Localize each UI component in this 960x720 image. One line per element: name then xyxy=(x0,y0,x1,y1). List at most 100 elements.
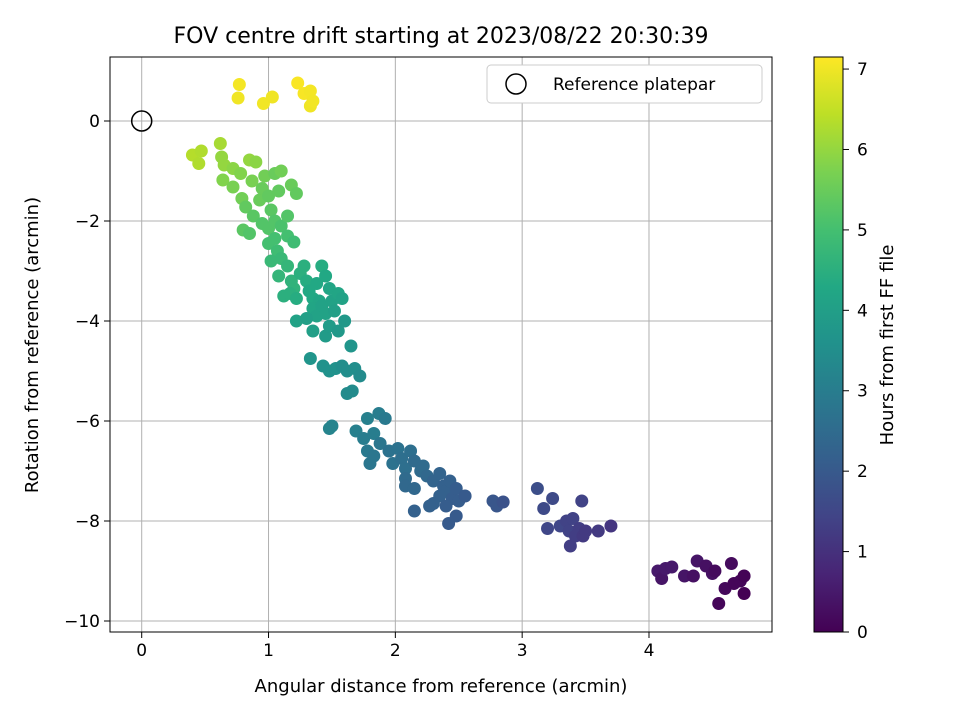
data-point xyxy=(541,522,555,535)
legend-label-reference: Reference platepar xyxy=(553,75,715,95)
data-point xyxy=(274,219,288,233)
data-point xyxy=(737,569,751,583)
y-tick-label: −4 xyxy=(75,312,100,332)
data-point xyxy=(246,209,260,223)
data-point xyxy=(360,412,374,425)
data-point xyxy=(319,269,333,283)
data-point xyxy=(665,560,679,574)
data-point xyxy=(268,232,282,245)
data-point xyxy=(245,174,259,188)
data-point xyxy=(274,164,288,178)
colorbar-tick-label: 2 xyxy=(857,462,868,482)
data-point xyxy=(289,292,303,305)
data-point xyxy=(530,482,544,495)
data-point xyxy=(287,235,301,249)
data-point xyxy=(404,444,418,458)
data-point xyxy=(258,169,272,183)
data-point xyxy=(367,449,381,463)
legend-box xyxy=(486,64,763,104)
plot-frame xyxy=(109,56,773,633)
data-point xyxy=(216,173,230,187)
data-point xyxy=(496,495,510,509)
colorbar-tick-label: 1 xyxy=(857,543,868,563)
data-point xyxy=(306,94,320,108)
data-point xyxy=(300,274,314,288)
data-point xyxy=(289,187,303,200)
data-point xyxy=(300,312,314,325)
data-point xyxy=(708,564,722,578)
y-tick-label: −10 xyxy=(64,612,100,632)
data-point xyxy=(579,524,593,538)
data-point xyxy=(303,352,317,365)
x-axis-ticks: 0 1 2 3 4 xyxy=(136,632,654,661)
grid xyxy=(110,57,772,632)
y-tick-label: −8 xyxy=(75,512,100,532)
x-tick-label: 3 xyxy=(517,641,528,661)
data-point xyxy=(416,459,430,473)
data-point xyxy=(213,137,227,150)
x-tick-label: 2 xyxy=(390,641,401,661)
data-point xyxy=(310,277,324,290)
data-point xyxy=(291,76,305,90)
data-point xyxy=(391,442,405,455)
legend: Reference platepar xyxy=(486,64,763,104)
data-point xyxy=(303,84,317,98)
data-point xyxy=(272,269,286,283)
data-point xyxy=(234,167,248,180)
data-point xyxy=(686,569,700,583)
data-point xyxy=(344,339,358,353)
data-point xyxy=(407,504,421,518)
data-point xyxy=(604,519,618,533)
data-point xyxy=(331,324,345,338)
data-point xyxy=(353,369,367,383)
colorbar-label: Hours from first FF file xyxy=(877,245,898,446)
y-tick-label: −6 xyxy=(75,412,100,432)
data-point xyxy=(458,489,472,503)
data-point xyxy=(373,437,387,450)
chart-title: FOV centre drift starting at 2023/08/22 … xyxy=(174,24,709,49)
data-point xyxy=(712,597,726,610)
data-point xyxy=(655,572,669,585)
data-point xyxy=(357,432,371,445)
x-tick-label: 1 xyxy=(263,641,274,661)
colorbar-tick-label: 4 xyxy=(857,301,868,321)
data-point xyxy=(289,314,303,328)
colorbar-ticks: 0 1 2 3 4 5 6 7 xyxy=(843,60,868,643)
x-tick-label: 0 xyxy=(136,641,147,661)
data-point xyxy=(239,200,253,214)
data-point xyxy=(395,452,409,465)
data-point xyxy=(306,324,320,338)
data-point xyxy=(345,384,359,398)
y-axis-label: Rotation from reference (arcmin) xyxy=(22,197,43,493)
data-point xyxy=(439,499,453,513)
data-point xyxy=(335,292,349,305)
y-tick-label: −2 xyxy=(75,212,100,232)
data-point xyxy=(243,227,257,240)
colorbar xyxy=(813,56,844,633)
data-point xyxy=(226,180,240,194)
data-point xyxy=(546,492,560,505)
x-axis-label: Angular distance from reference (arcmin) xyxy=(255,676,628,697)
data-point xyxy=(232,78,246,91)
data-point xyxy=(315,259,329,273)
data-point xyxy=(249,155,263,169)
data-point xyxy=(449,509,463,523)
data-point xyxy=(272,184,286,198)
colorbar-tick-label: 5 xyxy=(857,221,868,241)
data-point xyxy=(563,539,577,553)
data-point xyxy=(433,467,447,480)
x-tick-label: 4 xyxy=(644,641,655,661)
data-point xyxy=(591,524,605,538)
data-points xyxy=(130,76,751,610)
y-axis-ticks: −10 −8 −6 −4 −2 0 xyxy=(64,112,110,632)
data-point xyxy=(367,427,381,440)
data-point xyxy=(281,209,295,223)
data-point xyxy=(566,512,580,525)
data-point xyxy=(325,419,339,433)
data-point xyxy=(423,499,437,513)
data-point xyxy=(194,144,208,158)
data-point xyxy=(537,502,551,515)
data-point xyxy=(262,189,276,203)
colorbar-tick-label: 0 xyxy=(857,623,868,643)
